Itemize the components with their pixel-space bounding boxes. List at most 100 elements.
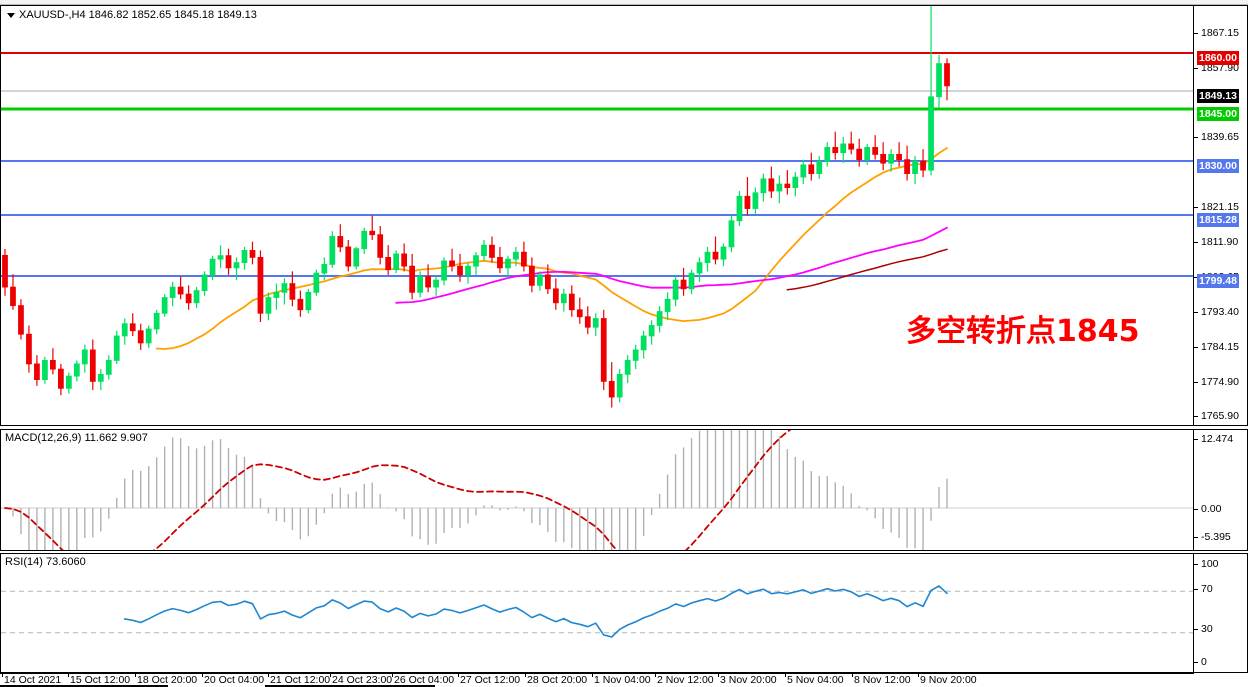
rsi-axis-tick [1194, 589, 1198, 590]
current-price-tag[interactable]: 1849.13 [1197, 89, 1239, 103]
candlestick [648, 320, 655, 345]
candlestick [497, 246, 503, 274]
candlestick [50, 348, 56, 375]
candlestick [361, 227, 368, 254]
candlestick [824, 142, 831, 167]
candlestick [73, 360, 80, 382]
candlestick [321, 257, 328, 281]
price-axis-tick [1194, 137, 1198, 138]
candlestick [904, 145, 910, 181]
candlestick [792, 171, 799, 197]
candlestick [297, 290, 304, 317]
candlestick [600, 309, 607, 391]
candlestick [257, 250, 264, 322]
support-tag-1845[interactable]: 1845.00 [1197, 107, 1239, 121]
candlestick [145, 325, 152, 349]
rsi-axis-tick [1194, 662, 1198, 663]
price-axis-tick [1194, 416, 1198, 417]
candlestick [744, 177, 751, 216]
candlestick [345, 239, 352, 272]
candlestick [449, 248, 455, 272]
candlestick [65, 372, 72, 394]
candlestick [113, 330, 120, 364]
macd-axis-tick [1194, 537, 1198, 538]
time-axis[interactable]: 14 Oct 2021 15 Oct 12:00 18 Oct 20:00 20 Oc… [0, 673, 1248, 687]
candlestick [177, 276, 184, 300]
candlestick [225, 248, 232, 275]
ma-mid-line [395, 226, 948, 304]
price-chart-panel[interactable]: XAUUSD-,H4 1846.82 1852.65 1845.18 1849.… [0, 5, 1194, 426]
level-tag-1830[interactable]: 1830.00 [1197, 159, 1239, 173]
price-axis[interactable]: 1867.151857.901839.651821.151811.901802.… [1194, 5, 1248, 457]
candlestick [465, 262, 471, 284]
candlestick [552, 278, 559, 310]
time-axis-tick [785, 673, 786, 677]
candlestick [121, 318, 128, 345]
rsi-axis-label: 30 [1201, 623, 1213, 635]
macd-axis-label: 0.00 [1201, 503, 1222, 515]
candlestick [433, 274, 439, 296]
candlestick [89, 339, 96, 391]
price-axis-label: 1774.90 [1201, 376, 1239, 388]
candlestick [808, 152, 815, 181]
level-tag-1799[interactable]: 1799.48 [1197, 274, 1239, 288]
candlestick [760, 173, 767, 202]
time-axis-label: 3 Nov 20:00 [720, 674, 777, 686]
candlestick [568, 285, 575, 317]
candlestick [393, 250, 400, 274]
time-axis-rule [0, 673, 1194, 674]
symbol-header[interactable]: XAUUSD-,H4 1846.82 1852.65 1845.18 1849.… [7, 9, 257, 21]
candlestick [784, 170, 791, 195]
rsi-line [123, 585, 948, 638]
candlestick [161, 294, 168, 317]
candlestick [624, 355, 631, 384]
time-axis-tick [2, 673, 3, 677]
time-axis-label: 1 Nov 04:00 [594, 674, 651, 686]
candlestick [81, 344, 88, 373]
candlestick [97, 369, 104, 391]
candlestick [888, 149, 895, 172]
candlestick [10, 274, 16, 310]
candlestick [728, 215, 735, 253]
candlestick [696, 257, 703, 282]
candlestick [768, 166, 775, 199]
rsi-panel[interactable]: RSI(14) 73.6060 [0, 553, 1194, 673]
candlestick [616, 369, 623, 403]
candlestick [441, 257, 447, 286]
price-axis-label: 1811.90 [1201, 236, 1239, 248]
macd-axis-tick [1194, 439, 1198, 440]
resistance-tag-1860[interactable]: 1860.00 [1197, 51, 1239, 65]
horizontal-scrollbar-left[interactable] [0, 685, 168, 687]
candlestick [385, 245, 392, 275]
candlestick [736, 191, 743, 226]
macd-axis-label: 12.474 [1201, 433, 1234, 445]
time-axis-label: 24 Oct 23:00 [332, 674, 393, 686]
chevron-down-icon[interactable] [7, 12, 15, 18]
candlestick [632, 344, 639, 370]
window-top-strip [0, 0, 1248, 5]
time-axis-label: 5 Nov 04:00 [787, 674, 844, 686]
time-axis-tick [330, 673, 331, 677]
rsi-axis[interactable]: 100 70 30 0 [1194, 553, 1248, 673]
time-axis-tick [458, 673, 459, 677]
macd-axis[interactable]: 12.474 0.00 -5.395 [1194, 429, 1248, 551]
candlestick [105, 355, 112, 380]
candlestick [720, 243, 727, 267]
candlestick [409, 253, 416, 300]
time-axis-label: 14 Oct 2021 [4, 674, 62, 686]
candlestick [536, 271, 543, 291]
time-axis-tick [202, 673, 203, 677]
ma-fast-line [155, 147, 948, 350]
macd-panel[interactable]: MACD(12,26,9) 11.662 9.907 [0, 429, 1194, 551]
time-axis-tick [525, 673, 526, 677]
candlestick [169, 281, 176, 307]
candlestick [712, 236, 719, 265]
candlestick [249, 241, 256, 265]
level-tag-1815[interactable]: 1815.28 [1197, 213, 1239, 227]
candlestick [672, 274, 679, 307]
candlestick [313, 269, 320, 296]
horizontal-scrollbar-right[interactable] [265, 685, 435, 687]
price-axis-tick [1194, 382, 1198, 383]
candlestick [872, 135, 879, 160]
candlestick [864, 143, 871, 165]
